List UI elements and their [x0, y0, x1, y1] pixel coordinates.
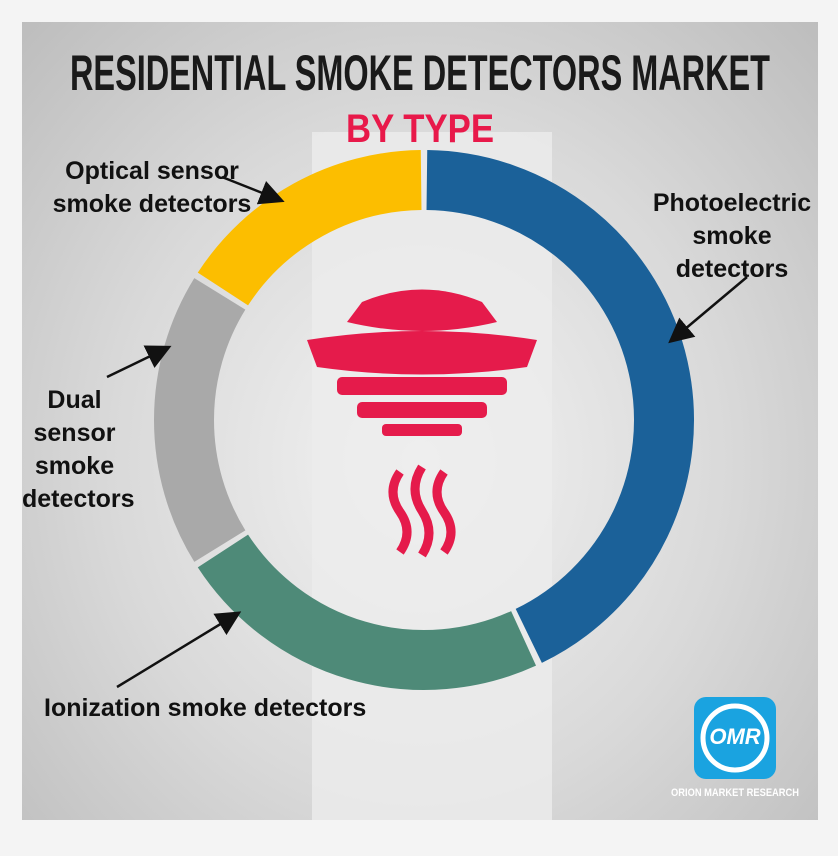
logo: OMR ORION MARKET RESEARCH — [671, 697, 799, 799]
logo-mark: OMR — [709, 724, 760, 749]
chart-subtitle: BY TYPE — [346, 107, 494, 151]
logo-name: ORION MARKET RESEARCH — [671, 787, 799, 799]
chart-title: RESIDENTIAL SMOKE DETECTORS MARKET — [70, 45, 770, 101]
label: Photoelectric smoke detectors — [652, 187, 812, 286]
label: Dual sensor smoke detectors — [22, 384, 127, 516]
label: Optical sensor smoke detectors — [52, 155, 252, 221]
page: RESIDENTIAL SMOKE DETECTORS MARKET BY TY… — [0, 0, 838, 856]
infographic: RESIDENTIAL SMOKE DETECTORS MARKET BY TY… — [22, 22, 818, 820]
label: Ionization smoke detectors — [44, 692, 444, 725]
donut-segment — [184, 294, 220, 546]
